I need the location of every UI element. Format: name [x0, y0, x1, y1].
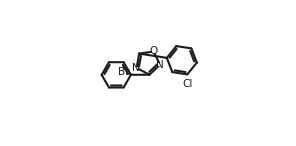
FancyBboxPatch shape: [134, 67, 138, 69]
Text: Cl: Cl: [182, 79, 193, 89]
Text: N: N: [132, 63, 140, 73]
FancyBboxPatch shape: [158, 63, 162, 66]
Text: Br: Br: [118, 67, 130, 77]
Text: N: N: [156, 60, 164, 70]
FancyBboxPatch shape: [152, 49, 155, 53]
Text: O: O: [149, 46, 158, 56]
